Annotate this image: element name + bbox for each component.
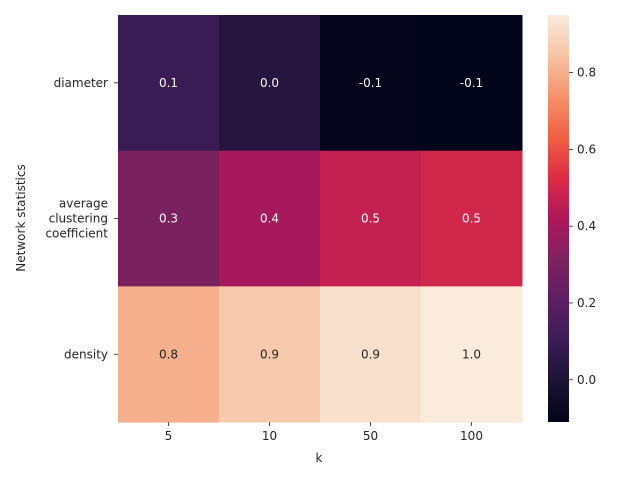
cell-value-label: 0.9 bbox=[361, 347, 380, 361]
heatmap-cell-labels: 0.1 0.0 -0.1 -0.1 0.3 0.4 0.5 0.5 0.8 0.9 0.9 1.0 bbox=[159, 76, 483, 361]
colorbar-tick-label: 0.6 bbox=[577, 142, 596, 156]
heatmap-cell bbox=[421, 150, 523, 287]
colorbar-gradient bbox=[548, 15, 569, 422]
heatmap-cell bbox=[118, 15, 220, 152]
heatmap-cells bbox=[118, 15, 523, 423]
x-axis: 5 10 50 100 bbox=[165, 422, 483, 443]
y-axis-label: Network statistics bbox=[14, 164, 28, 271]
cell-value-label: 0.4 bbox=[260, 212, 279, 226]
x-tick-label: 10 bbox=[262, 429, 277, 443]
heatmap-cell bbox=[320, 286, 422, 423]
heatmap-cell bbox=[118, 150, 220, 287]
cell-value-label: -0.1 bbox=[460, 76, 483, 90]
y-tick-label: density bbox=[64, 347, 108, 361]
heatmap-cell bbox=[219, 15, 321, 152]
colorbar-tick-label: 0.2 bbox=[577, 296, 596, 310]
heatmap-cell bbox=[118, 286, 220, 423]
colorbar: 0.0 0.2 0.4 0.6 0.8 bbox=[548, 15, 596, 422]
y-tick-label: diameter bbox=[54, 76, 108, 90]
y-tick-label: coefficient bbox=[45, 227, 108, 241]
colorbar-tick-label: 0.0 bbox=[577, 373, 596, 387]
cell-value-label: 0.5 bbox=[462, 212, 481, 226]
heatmap-cell bbox=[320, 150, 422, 287]
x-axis-label: k bbox=[316, 451, 323, 465]
cell-value-label: 0.3 bbox=[159, 212, 178, 226]
heatmap-cell bbox=[421, 286, 523, 423]
cell-value-label: -0.1 bbox=[359, 76, 382, 90]
y-tick-label: average bbox=[59, 197, 108, 211]
heatmap-cell bbox=[320, 15, 422, 152]
x-tick-label: 50 bbox=[363, 429, 378, 443]
cell-value-label: 0.9 bbox=[260, 347, 279, 361]
cell-value-label: 0.0 bbox=[260, 76, 279, 90]
cell-value-label: 0.1 bbox=[159, 76, 178, 90]
x-tick-label: 5 bbox=[165, 429, 173, 443]
colorbar-tick-label: 0.8 bbox=[577, 66, 596, 80]
cell-value-label: 1.0 bbox=[462, 347, 481, 361]
cell-value-label: 0.5 bbox=[361, 212, 380, 226]
cell-value-label: 0.8 bbox=[159, 347, 178, 361]
x-tick-label: 100 bbox=[460, 429, 483, 443]
heatmap-cell bbox=[421, 15, 523, 152]
heatmap-cell bbox=[219, 150, 321, 287]
heatmap-cell bbox=[219, 286, 321, 423]
colorbar-tick-label: 0.4 bbox=[577, 219, 596, 233]
y-tick-label: clustering bbox=[49, 212, 108, 226]
